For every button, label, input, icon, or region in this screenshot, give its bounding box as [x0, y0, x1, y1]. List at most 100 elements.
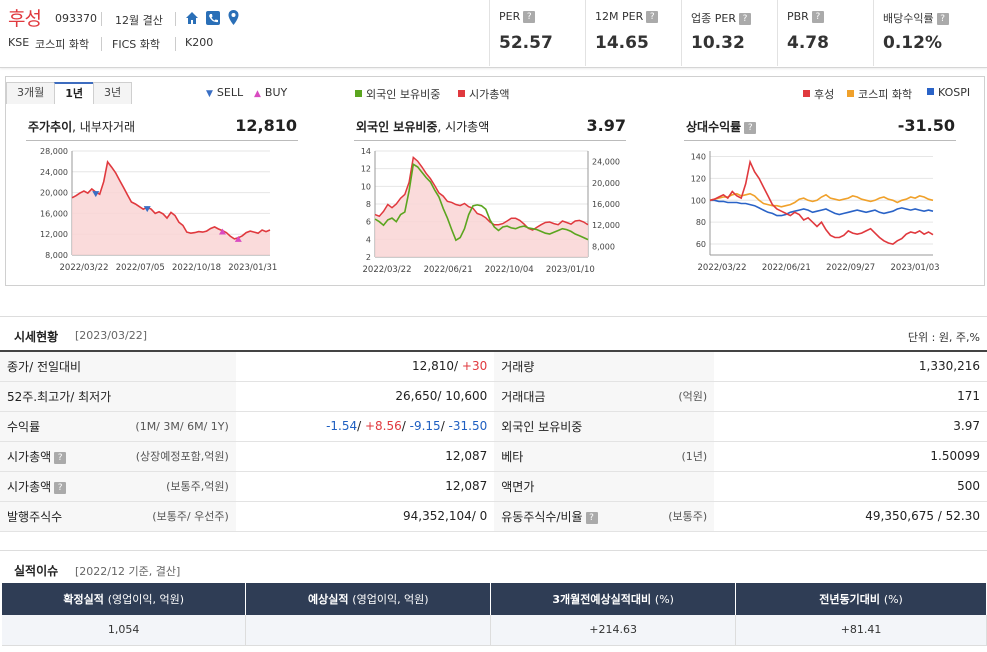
- relative-chart-value: -31.50: [897, 116, 955, 135]
- mcap-line: [374, 155, 589, 231]
- help-icon[interactable]: ?: [585, 511, 598, 524]
- row-unit: [118, 381, 236, 412]
- legend-kospi: KOSPI: [927, 86, 970, 99]
- legend-mcap: 시가총액: [458, 86, 509, 102]
- fics-sector[interactable]: FICS 화학: [112, 38, 160, 51]
- row-value: 1,330,216: [714, 351, 987, 382]
- help-icon[interactable]: ?: [738, 13, 751, 25]
- help-icon[interactable]: ?: [936, 13, 949, 25]
- row-value: 3.97: [714, 411, 987, 442]
- market-label: KSE: [8, 36, 30, 49]
- unit-label: 단위 : 원, 주,%: [907, 331, 980, 344]
- table-row: 52주.최고가/ 최저가 26,650/ 10,600 거래대금 (억원) 17…: [0, 381, 987, 412]
- relative-return-chart: 140 120 100 80 60 2022/03/22 2022/06/21 2022/09…: [691, 151, 940, 273]
- sell-marker: [143, 206, 151, 213]
- mcap-incl-cell: 12,087: [235, 441, 495, 472]
- foreign-ownership-chart: 14 12 10 8 6 4 2 24,000 20,000 16,000 12,000 8,000 2…: [361, 147, 620, 275]
- index-membership: K200: [185, 36, 214, 49]
- y-tick-label: 8: [366, 200, 371, 209]
- metric-value: 0.12%: [883, 33, 942, 53]
- price-chart: 28,000 24,000 20,000 16,000 12,000 8,000 2022/…: [40, 147, 277, 273]
- mcap-area: [375, 157, 588, 257]
- divider: [175, 12, 176, 26]
- legend-swatch: [803, 90, 810, 97]
- y-tick-label: 60: [696, 240, 706, 249]
- tab-1y[interactable]: 1년: [54, 82, 95, 104]
- row-unit: (1년): [604, 441, 715, 472]
- x-tick-label: 2023/01/31: [228, 263, 277, 273]
- row-label: 52주.최고가/ 최저가: [0, 381, 119, 412]
- tab-3y[interactable]: 3년: [93, 82, 133, 104]
- row-unit: (억원): [604, 381, 715, 412]
- row-unit: [604, 411, 715, 442]
- row-unit: (상장예정포함,억원): [118, 441, 236, 472]
- row-label: 유동주식수/비율?: [494, 501, 605, 532]
- x-tick-label: 2022/03/22: [60, 263, 109, 273]
- table-cell: +81.41: [735, 615, 987, 646]
- metric-per: PER? 52.57: [489, 0, 585, 66]
- foreign-chart-title: 외국인 보유비중, 시가총액: [356, 120, 490, 134]
- row-label: 거래대금: [494, 381, 605, 412]
- row-label: 외국인 보유비중: [494, 411, 605, 442]
- buy-marker: [234, 235, 242, 242]
- help-icon[interactable]: ?: [646, 11, 659, 23]
- divider: [101, 12, 102, 26]
- help-icon[interactable]: ?: [744, 122, 757, 134]
- metric-value: 52.57: [499, 33, 553, 53]
- row-unit: [604, 351, 715, 382]
- metric-value: 14.65: [595, 33, 649, 53]
- row-unit: (보통주): [604, 501, 715, 532]
- market-status-title: 시세현황: [14, 330, 59, 344]
- row-unit: [604, 471, 715, 502]
- y-tick-label: 12,000: [592, 221, 620, 230]
- table-row: 시가총액? (상장예정포함,억원) 12,087 베타 (1년) 1.50099: [0, 441, 987, 472]
- help-icon[interactable]: ?: [811, 11, 824, 23]
- market-sector[interactable]: 코스피 화학: [35, 38, 90, 51]
- x-tick-label: 2023/01/10: [546, 265, 595, 275]
- kospi-return-line: [710, 199, 934, 217]
- row-unit: (보통주,억원): [118, 471, 236, 502]
- home-icon[interactable]: [185, 11, 199, 25]
- location-icon[interactable]: [228, 10, 239, 25]
- help-icon[interactable]: ?: [54, 481, 67, 494]
- row-unit: (1M/ 3M/ 6M/ 1Y): [118, 411, 236, 442]
- performance-table: 확정실적 (영업이익, 억원) 예상실적 (영업이익, 억원) 3개월전예상실적…: [2, 583, 987, 646]
- row-value: 1.50099: [714, 441, 987, 472]
- legend-buy: ▲ BUY: [254, 86, 288, 99]
- legend-swatch: [847, 90, 854, 97]
- y-tick-label: 20,000: [40, 189, 68, 198]
- market-status-date: [2023/03/22]: [75, 329, 147, 342]
- help-icon[interactable]: ?: [523, 11, 536, 23]
- help-icon[interactable]: ?: [54, 451, 67, 464]
- row-label: 액면가: [494, 471, 605, 502]
- price-chart-title: 주가추이, 내부자거래: [28, 120, 136, 134]
- table-row: 종가/ 전일대비 12,810/ +30 거래량 1,330,216: [0, 351, 987, 382]
- column-header: 전년동기대비 (%): [735, 583, 987, 615]
- metric-value: 4.78: [787, 33, 829, 53]
- sell-marker: [92, 191, 100, 198]
- y-tick-label: 100: [691, 196, 706, 205]
- x-tick-label: 2022/06/21: [762, 263, 811, 273]
- row-value: 500: [714, 471, 987, 502]
- buy-triangle-icon: ▲: [254, 89, 261, 99]
- mcap-common-cell: 12,087: [235, 471, 495, 502]
- y-tick-label: 80: [696, 218, 706, 227]
- table-header-row: 확정실적 (영업이익, 억원) 예상실적 (영업이익, 억원) 3개월전예상실적…: [2, 583, 987, 615]
- performance-subtitle: [2022/12 기준, 결산]: [75, 565, 181, 578]
- column-header: 확정실적 (영업이익, 억원): [2, 583, 247, 615]
- divider: [354, 140, 626, 141]
- y-tick-label: 16,000: [592, 200, 620, 209]
- x-tick-label: 2022/06/21: [424, 265, 473, 275]
- y-tick-label: 24,000: [40, 168, 68, 177]
- y-tick-label: 140: [691, 152, 706, 161]
- divider: [684, 140, 956, 141]
- divider: [0, 316, 987, 317]
- table-row: 시가총액? (보통주,억원) 12,087 액면가 500: [0, 471, 987, 502]
- row-label: 수익률: [0, 411, 119, 442]
- legend-sector: 코스피 화학: [847, 86, 912, 102]
- phone-icon[interactable]: [206, 11, 220, 25]
- tab-3m[interactable]: 3개월: [6, 82, 56, 104]
- foreign-ownership-line: [374, 162, 589, 242]
- legend-swatch: [458, 90, 465, 97]
- y-tick-label: 20,000: [592, 179, 620, 188]
